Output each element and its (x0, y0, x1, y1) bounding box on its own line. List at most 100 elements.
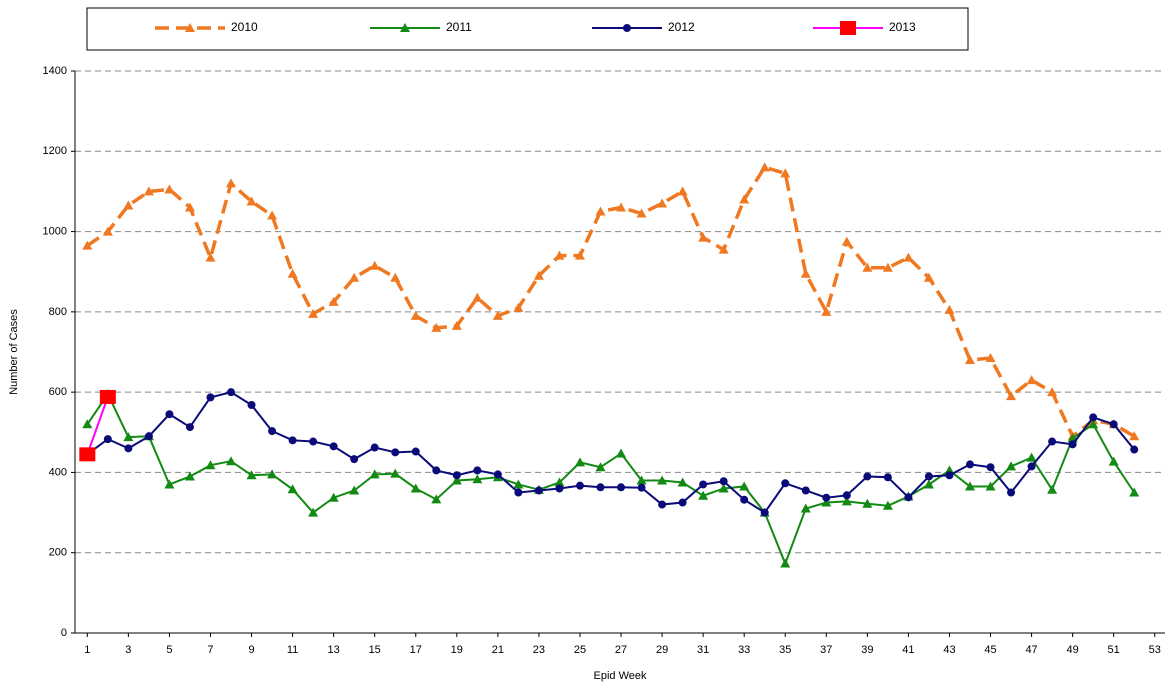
marker (513, 302, 524, 312)
x-tick-label: 15 (369, 644, 381, 656)
marker (205, 252, 216, 262)
marker (431, 494, 442, 504)
marker (657, 198, 668, 208)
marker (206, 393, 215, 402)
marker (698, 490, 709, 500)
marker (390, 468, 401, 478)
marker (369, 469, 380, 479)
marker (1007, 488, 1016, 497)
marker (677, 186, 688, 196)
marker (287, 484, 298, 494)
legend-label: 2012 (668, 20, 695, 34)
marker (740, 495, 749, 504)
x-axis-label: Epid Week (594, 670, 647, 682)
marker (862, 262, 873, 272)
marker (718, 244, 729, 254)
marker (904, 493, 913, 502)
marker (1129, 487, 1140, 497)
marker (575, 481, 584, 490)
marker (432, 466, 441, 475)
marker (1006, 461, 1017, 471)
marker (452, 471, 461, 480)
marker (1006, 391, 1017, 401)
marker (637, 483, 646, 492)
legend-marker (185, 23, 195, 32)
marker (391, 448, 400, 457)
marker (964, 481, 975, 491)
marker (267, 210, 278, 220)
x-tick-label: 13 (328, 644, 340, 656)
marker (923, 479, 934, 489)
marker (410, 310, 421, 320)
marker (842, 491, 851, 500)
marker (514, 488, 523, 497)
marker (1129, 431, 1140, 441)
marker (759, 162, 770, 172)
marker (924, 472, 933, 481)
marker (965, 460, 974, 469)
x-tick-label: 11 (287, 644, 298, 656)
legend-label: 2010 (231, 20, 258, 34)
x-tick-label: 35 (779, 644, 791, 656)
x-tick-label: 7 (207, 644, 213, 656)
marker (986, 463, 995, 472)
x-tick-label: 29 (656, 644, 668, 656)
marker (493, 470, 502, 479)
marker (102, 226, 113, 236)
marker (451, 475, 462, 485)
marker (554, 250, 565, 260)
marker (473, 466, 482, 475)
marker (308, 308, 319, 318)
marker (595, 462, 606, 472)
x-tick-label: 53 (1149, 644, 1161, 656)
marker (124, 444, 133, 453)
legend-marker (400, 23, 410, 32)
marker (513, 479, 524, 489)
legend-label: 2011 (446, 20, 472, 34)
marker (164, 479, 175, 489)
marker (945, 471, 954, 480)
marker (781, 479, 790, 488)
marker (451, 320, 462, 330)
marker (1089, 413, 1098, 422)
marker (944, 304, 955, 314)
y-tick-label: 200 (49, 547, 67, 559)
x-tick-label: 47 (1025, 644, 1037, 656)
marker (923, 272, 934, 282)
marker (780, 558, 791, 568)
marker (349, 485, 360, 495)
marker (123, 200, 134, 210)
marker (698, 232, 709, 242)
marker (164, 184, 175, 194)
marker (472, 474, 483, 484)
marker (985, 481, 996, 491)
x-tick-label: 1 (84, 644, 90, 656)
marker (657, 475, 668, 485)
y-tick-label: 600 (49, 386, 67, 398)
y-tick-label: 1200 (43, 145, 67, 157)
marker (472, 292, 483, 302)
marker (1026, 452, 1037, 462)
marker (184, 471, 195, 481)
marker (780, 168, 791, 178)
marker (821, 497, 832, 507)
marker (99, 389, 116, 404)
legend-marker (840, 21, 856, 35)
x-tick-label: 3 (125, 644, 131, 656)
series-line (86, 392, 1136, 567)
series-line (86, 391, 1135, 514)
x-tick-label: 45 (984, 644, 996, 656)
x-tick-label: 25 (574, 644, 586, 656)
marker (595, 206, 606, 216)
marker (246, 196, 257, 206)
x-tick-label: 17 (410, 644, 422, 656)
marker (1048, 437, 1057, 446)
marker (616, 448, 627, 458)
marker (658, 500, 667, 509)
marker (185, 423, 194, 432)
marker (410, 483, 421, 493)
marker (165, 410, 174, 419)
marker (1130, 445, 1139, 454)
marker (677, 477, 688, 487)
